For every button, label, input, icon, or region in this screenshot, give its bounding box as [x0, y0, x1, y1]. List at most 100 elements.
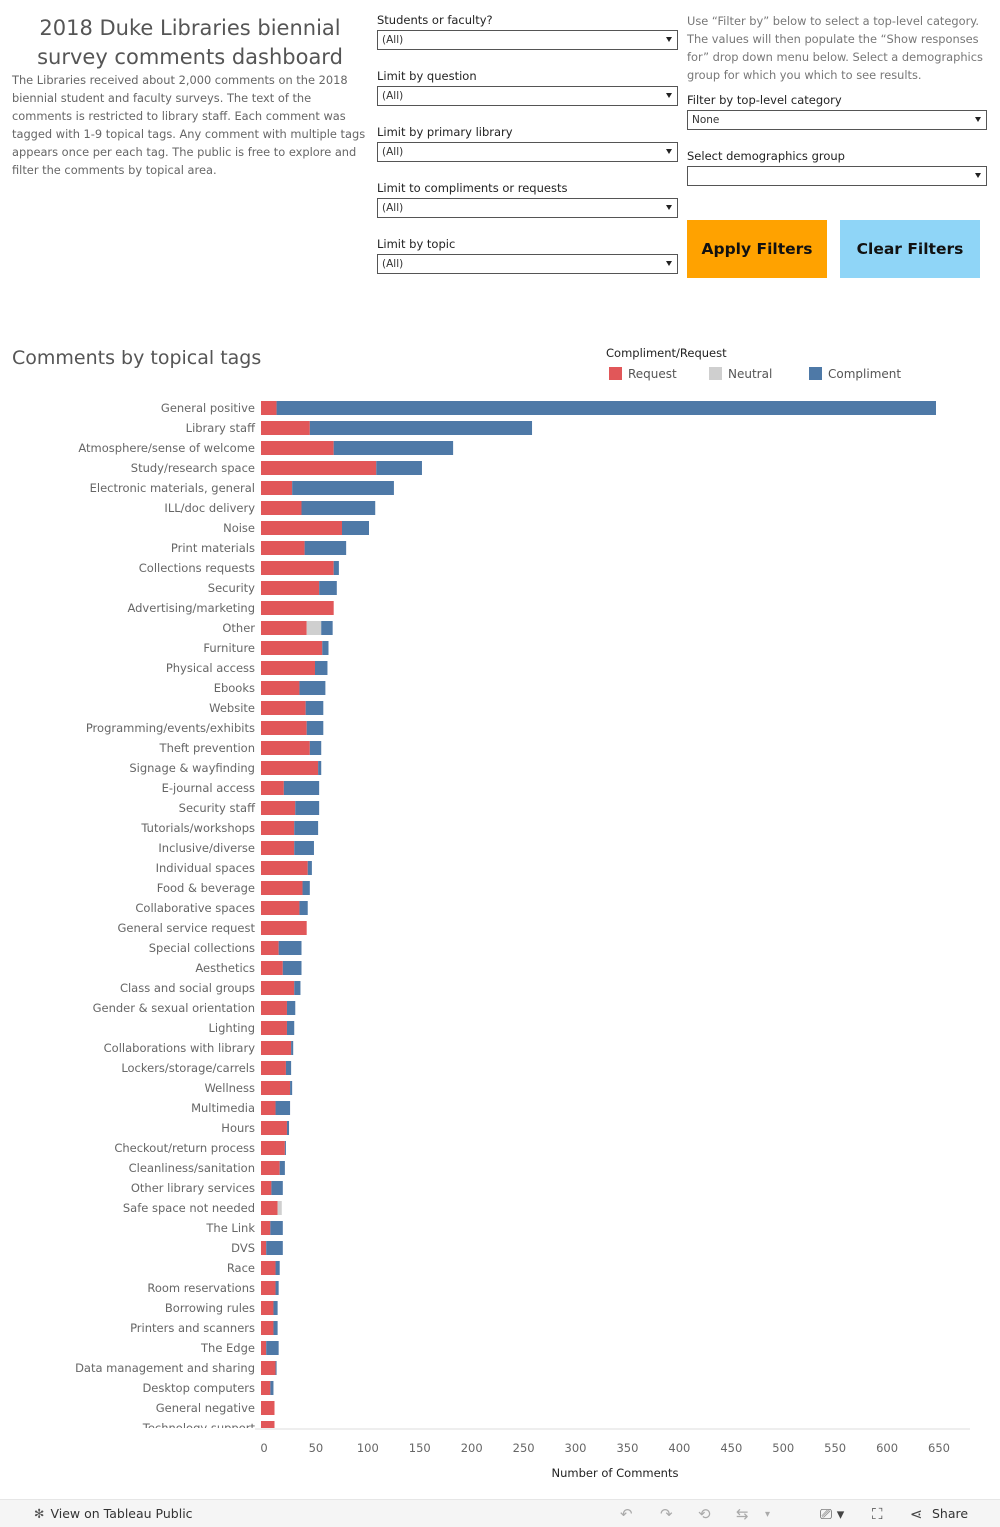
bar-segment-compliment[interactable] — [305, 701, 324, 715]
bar-segment-request[interactable] — [261, 921, 307, 935]
bar-segment-neutral[interactable] — [306, 621, 322, 635]
bar-segment-request[interactable] — [261, 1261, 276, 1275]
bar-segment-compliment[interactable] — [266, 1241, 283, 1255]
bar-segment-request[interactable] — [261, 941, 279, 955]
bar-segment-request[interactable] — [261, 601, 334, 615]
bar-segment-compliment[interactable] — [271, 1181, 283, 1195]
bar-segment-compliment[interactable] — [302, 881, 310, 895]
revert-icon[interactable]: ⟲ — [698, 1505, 711, 1523]
topic-dropdown[interactable]: (All) — [377, 254, 678, 274]
bar-segment-request[interactable] — [261, 1381, 271, 1395]
bar-segment-request[interactable] — [261, 581, 320, 595]
bar-segment-compliment[interactable] — [292, 481, 394, 495]
bar-segment-compliment[interactable] — [306, 721, 324, 735]
bar-segment-compliment[interactable] — [294, 841, 314, 855]
undo-icon[interactable]: ↶ — [620, 1505, 633, 1523]
download-icon[interactable]: ⎚ ▾ — [820, 1505, 845, 1523]
bar-segment-request[interactable] — [261, 841, 295, 855]
bar-segment-request[interactable] — [261, 641, 323, 655]
question-dropdown[interactable]: (All) — [377, 86, 678, 106]
bar-segment-compliment[interactable] — [266, 1341, 279, 1355]
apply-filters-button[interactable]: Apply Filters — [687, 220, 827, 278]
bar-segment-request[interactable] — [261, 801, 296, 815]
bar-segment-compliment[interactable] — [279, 1161, 285, 1175]
bar-segment-compliment[interactable] — [319, 581, 337, 595]
bar-segment-request[interactable] — [261, 621, 307, 635]
students-faculty-dropdown[interactable]: (All) — [377, 30, 678, 50]
bar-segment-request[interactable] — [261, 401, 277, 415]
share-button[interactable]: Share — [932, 1506, 969, 1521]
bar-segment-compliment[interactable] — [376, 461, 422, 475]
bar-segment-request[interactable] — [261, 421, 310, 435]
bar-segment-request[interactable] — [261, 661, 315, 675]
bar-segment-request[interactable] — [261, 1121, 287, 1135]
bar-segment-compliment[interactable] — [282, 961, 302, 975]
bar-segment-compliment[interactable] — [309, 741, 322, 755]
bar-segment-compliment[interactable] — [270, 1381, 274, 1395]
bar-segment-request[interactable] — [261, 1001, 287, 1015]
bar-segment-compliment[interactable] — [294, 821, 319, 835]
bar-segment-request[interactable] — [261, 821, 295, 835]
bar-segment-request[interactable] — [261, 961, 283, 975]
bar-segment-compliment[interactable] — [290, 1081, 293, 1095]
bar-segment-compliment[interactable] — [283, 781, 320, 795]
clear-filters-button[interactable]: Clear Filters — [840, 220, 980, 278]
bar-segment-request[interactable] — [261, 721, 307, 735]
bar-segment-compliment[interactable] — [318, 761, 322, 775]
bar-segment-compliment[interactable] — [299, 681, 326, 695]
bar-segment-compliment[interactable] — [322, 641, 329, 655]
compliments-dropdown[interactable]: (All) — [377, 198, 678, 218]
bar-segment-compliment[interactable] — [275, 1281, 279, 1295]
bar-segment-request[interactable] — [261, 1341, 267, 1355]
bar-segment-request[interactable] — [261, 981, 295, 995]
view-on-tableau-link[interactable]: ✻ View on Tableau Public — [34, 1506, 193, 1521]
bar-segment-request[interactable] — [261, 1081, 291, 1095]
bar-segment-compliment[interactable] — [301, 501, 376, 515]
library-dropdown[interactable]: (All) — [377, 142, 678, 162]
bar-segment-compliment[interactable] — [333, 561, 339, 575]
bar-segment-request[interactable] — [261, 1361, 276, 1375]
demographics-dropdown[interactable] — [687, 166, 987, 186]
bar-segment-compliment[interactable] — [299, 901, 308, 915]
bar-segment-compliment[interactable] — [315, 661, 328, 675]
bar-segment-request[interactable] — [261, 521, 342, 535]
fullscreen-icon[interactable]: ⛶ — [872, 1505, 883, 1523]
bar-segment-compliment[interactable] — [286, 1121, 290, 1135]
bar-segment-compliment[interactable] — [333, 441, 454, 455]
bar-segment-request[interactable] — [261, 1241, 267, 1255]
legend-item-compliment[interactable]: Compliment — [809, 367, 901, 381]
bar-segment-request[interactable] — [261, 701, 306, 715]
bar-segment-request[interactable] — [261, 681, 300, 695]
bar-segment-compliment[interactable] — [275, 1101, 291, 1115]
bar-segment-compliment[interactable] — [321, 621, 333, 635]
bar-segment-request[interactable] — [261, 1041, 292, 1055]
redo-icon[interactable]: ↷ — [660, 1505, 673, 1523]
bar-segment-request[interactable] — [261, 1421, 275, 1435]
bar-segment-compliment[interactable] — [284, 1141, 286, 1155]
bar-segment-compliment[interactable] — [307, 861, 312, 875]
bar-segment-request[interactable] — [261, 881, 303, 895]
bar-segment-neutral[interactable] — [277, 1201, 282, 1215]
bar-segment-request[interactable] — [261, 561, 334, 575]
bar-segment-request[interactable] — [261, 541, 305, 555]
bar-segment-request[interactable] — [261, 1021, 287, 1035]
bar-segment-compliment[interactable] — [273, 1301, 278, 1315]
bar-segment-request[interactable] — [261, 1161, 280, 1175]
bar-segment-request[interactable] — [261, 1141, 285, 1155]
bar-segment-compliment[interactable] — [273, 1321, 278, 1335]
bar-segment-request[interactable] — [261, 461, 377, 475]
bar-segment-compliment[interactable] — [342, 521, 369, 535]
bar-segment-compliment[interactable] — [270, 1221, 283, 1235]
share-icon[interactable]: ⋖ — [910, 1505, 923, 1523]
bar-segment-request[interactable] — [261, 1061, 286, 1075]
bar-segment-request[interactable] — [261, 761, 319, 775]
bar-segment-request[interactable] — [261, 861, 308, 875]
chevron-down-icon[interactable]: ▾ — [765, 1509, 771, 1520]
bar-segment-compliment[interactable] — [304, 541, 347, 555]
bar-segment-request[interactable] — [261, 741, 310, 755]
bar-segment-request[interactable] — [261, 1201, 278, 1215]
bar-segment-compliment[interactable] — [309, 421, 533, 435]
bar-segment-request[interactable] — [261, 1401, 275, 1415]
bar-segment-compliment[interactable] — [294, 981, 301, 995]
bar-segment-request[interactable] — [261, 481, 293, 495]
